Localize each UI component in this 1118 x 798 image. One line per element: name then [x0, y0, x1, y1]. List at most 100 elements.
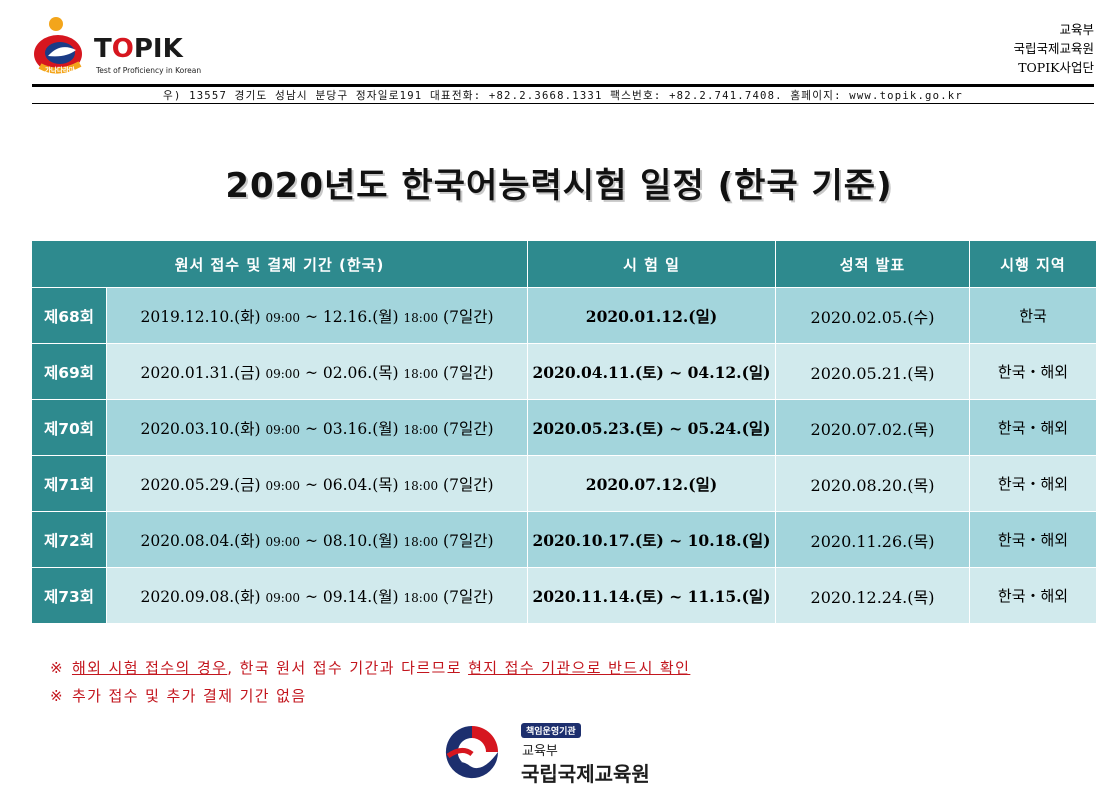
note-mark: ※ — [50, 687, 64, 705]
schedule-table: 원서 접수 및 결제 기간 (한국) 시 험 일 성적 발표 시행 지역 제68… — [31, 240, 1097, 624]
apply-duration: (7일간) — [443, 475, 494, 494]
round-cell: 제70회 — [31, 399, 107, 456]
note-overseas-middle: , 한국 원서 접수 기간과 다르므로 — [227, 659, 469, 677]
page-title: 2020년도 한국어능력시험 일정 (한국 기준) — [225, 166, 893, 206]
nie-emblem-icon — [445, 725, 499, 779]
apply-period-cell: 2019.12.10.(화) 09:00 ~ 12.16.(월) 18:00 (… — [106, 287, 528, 344]
apply-period-cell: 2020.08.04.(화) 09:00 ~ 08.10.(월) 18:00 (… — [106, 511, 528, 568]
apply-end-time: 18:00 — [403, 422, 439, 437]
apply-start-time: 09:00 — [265, 478, 301, 493]
notes: ※ 해외 시험 접수의 경우, 한국 원서 접수 기간과 다르므로 현지 접수 기… — [50, 654, 690, 710]
organization-block: 교육부 국립국제교육원 TOPIK사업단 — [1013, 20, 1094, 77]
nie-ministry: 교육부 — [522, 744, 558, 759]
table-row: 제68회 2019.12.10.(화) 09:00 ~ 12.16.(월) 18:… — [31, 287, 1097, 344]
apply-end-time: 18:00 — [403, 478, 439, 493]
apply-start: 2020.01.31.(금) — [140, 363, 261, 382]
apply-separator: ~ — [304, 419, 318, 438]
result-date-cell: 2020.12.24.(목) — [775, 567, 970, 624]
apply-duration: (7일간) — [443, 531, 494, 550]
exam-date-cell: 2020.01.12.(일) — [527, 287, 776, 344]
apply-start-time: 09:00 — [265, 422, 301, 437]
apply-start: 2020.03.10.(화) — [140, 419, 261, 438]
apply-period-cell: 2020.03.10.(화) 09:00 ~ 03.16.(월) 18:00 (… — [106, 399, 528, 456]
apply-start-time: 09:00 — [265, 534, 301, 549]
apply-start: 2020.09.08.(화) — [140, 587, 261, 606]
org-line-office: TOPIK사업단 — [1018, 60, 1094, 75]
header-rule-thin — [32, 103, 1094, 104]
apply-separator: ~ — [304, 363, 318, 382]
table-header-row: 원서 접수 및 결제 기간 (한국) 시 험 일 성적 발표 시행 지역 — [31, 240, 1097, 288]
apply-end-time: 18:00 — [403, 590, 439, 605]
header-result-date: 성적 발표 — [775, 240, 970, 288]
region-cell: 한국・해외 — [969, 455, 1097, 512]
apply-start: 2019.12.10.(화) — [140, 307, 261, 326]
result-date-cell: 2020.08.20.(목) — [775, 455, 970, 512]
apply-end: 03.16.(월) — [322, 419, 399, 438]
region-cell: 한국・해외 — [969, 567, 1097, 624]
apply-end: 02.06.(목) — [322, 363, 399, 382]
exam-date-cell: 2020.07.12.(일) — [527, 455, 776, 512]
result-date-cell: 2020.05.21.(목) — [775, 343, 970, 400]
apply-end: 08.10.(월) — [322, 531, 399, 550]
note-overseas-confirm: 현지 접수 기관으로 반드시 확인 — [468, 659, 691, 677]
round-cell: 제68회 — [31, 287, 107, 344]
region-cell: 한국 — [969, 287, 1097, 344]
region-cell: 한국・해외 — [969, 511, 1097, 568]
apply-separator: ~ — [304, 475, 318, 494]
header-exam-date: 시 험 일 — [527, 240, 776, 288]
apply-period-cell: 2020.01.31.(금) 09:00 ~ 02.06.(목) 18:00 (… — [106, 343, 528, 400]
apply-separator: ~ — [304, 587, 318, 606]
apply-end-time: 18:00 — [403, 310, 439, 325]
logo-wordmark: TOPIK — [94, 34, 183, 64]
org-line-institute: 국립국제교육원 — [1013, 41, 1094, 56]
table-row: 제71회 2020.05.29.(금) 09:00 ~ 06.04.(목) 18:… — [31, 455, 1097, 512]
logo-subtitle: Test of Proficiency in Korean — [96, 66, 202, 75]
region-cell: 한국・해외 — [969, 343, 1097, 400]
header-region: 시행 지역 — [969, 240, 1097, 288]
exam-date-cell: 2020.05.23.(토) ~ 05.24.(일) — [527, 399, 776, 456]
note-no-additional-text: 추가 접수 및 추가 결제 기간 없음 — [71, 687, 307, 705]
note-overseas-underlined: 해외 시험 접수의 경우 — [71, 659, 228, 677]
apply-start-time: 09:00 — [265, 366, 301, 381]
apply-end: 09.14.(월) — [322, 587, 399, 606]
apply-end-time: 18:00 — [403, 366, 439, 381]
org-line-ministry: 교육부 — [1059, 22, 1094, 37]
apply-end: 06.04.(목) — [322, 475, 399, 494]
exam-date-cell: 2020.04.11.(토) ~ 04.12.(일) — [527, 343, 776, 400]
header-rule-thick — [32, 84, 1094, 87]
table-row: 제72회 2020.08.04.(화) 09:00 ~ 08.10.(월) 18:… — [31, 511, 1097, 568]
topik-logo: 가나다라마 TOPIK Test of Proficiency in Korea… — [32, 12, 212, 80]
header-apply-period: 원서 접수 및 결제 기간 (한국) — [31, 240, 528, 288]
round-cell: 제73회 — [31, 567, 107, 624]
apply-separator: ~ — [304, 307, 318, 326]
round-cell: 제69회 — [31, 343, 107, 400]
apply-end: 12.16.(월) — [322, 307, 399, 326]
table-row: 제70회 2020.03.10.(화) 09:00 ~ 03.16.(월) 18:… — [31, 399, 1097, 456]
nie-institute-name: 국립국제교육원 — [521, 762, 650, 786]
region-cell: 한국・해외 — [969, 399, 1097, 456]
exam-date-cell: 2020.11.14.(토) ~ 11.15.(일) — [527, 567, 776, 624]
result-date-cell: 2020.02.05.(수) — [775, 287, 970, 344]
table-row: 제69회 2020.01.31.(금) 09:00 ~ 02.06.(목) 18:… — [31, 343, 1097, 400]
logo-word-text: TOPIK — [94, 34, 183, 64]
table-row: 제73회 2020.09.08.(화) 09:00 ~ 09.14.(월) 18:… — [31, 567, 1097, 624]
apply-period-cell: 2020.05.29.(금) 09:00 ~ 06.04.(목) 18:00 (… — [106, 455, 528, 512]
apply-start: 2020.08.04.(화) — [140, 531, 261, 550]
apply-period-cell: 2020.09.08.(화) 09:00 ~ 09.14.(월) 18:00 (… — [106, 567, 528, 624]
apply-start-time: 09:00 — [265, 590, 301, 605]
apply-duration: (7일간) — [443, 307, 494, 326]
apply-separator: ~ — [304, 531, 318, 550]
apply-duration: (7일간) — [443, 363, 494, 382]
note-overseas: ※ 해외 시험 접수의 경우, 한국 원서 접수 기간과 다르므로 현지 접수 기… — [50, 654, 690, 682]
result-date-cell: 2020.11.26.(목) — [775, 511, 970, 568]
note-no-additional: ※ 추가 접수 및 추가 결제 기간 없음 — [50, 682, 690, 710]
nie-badge: 책임운영기관 — [521, 723, 581, 738]
apply-duration: (7일간) — [443, 419, 494, 438]
apply-end-time: 18:00 — [403, 534, 439, 549]
topik-mascot-icon: 가나다라마 — [34, 17, 82, 74]
apply-start: 2020.05.29.(금) — [140, 475, 261, 494]
round-cell: 제72회 — [31, 511, 107, 568]
note-mark: ※ — [50, 659, 64, 677]
exam-date-cell: 2020.10.17.(토) ~ 10.18.(일) — [527, 511, 776, 568]
apply-start-time: 09:00 — [265, 310, 301, 325]
